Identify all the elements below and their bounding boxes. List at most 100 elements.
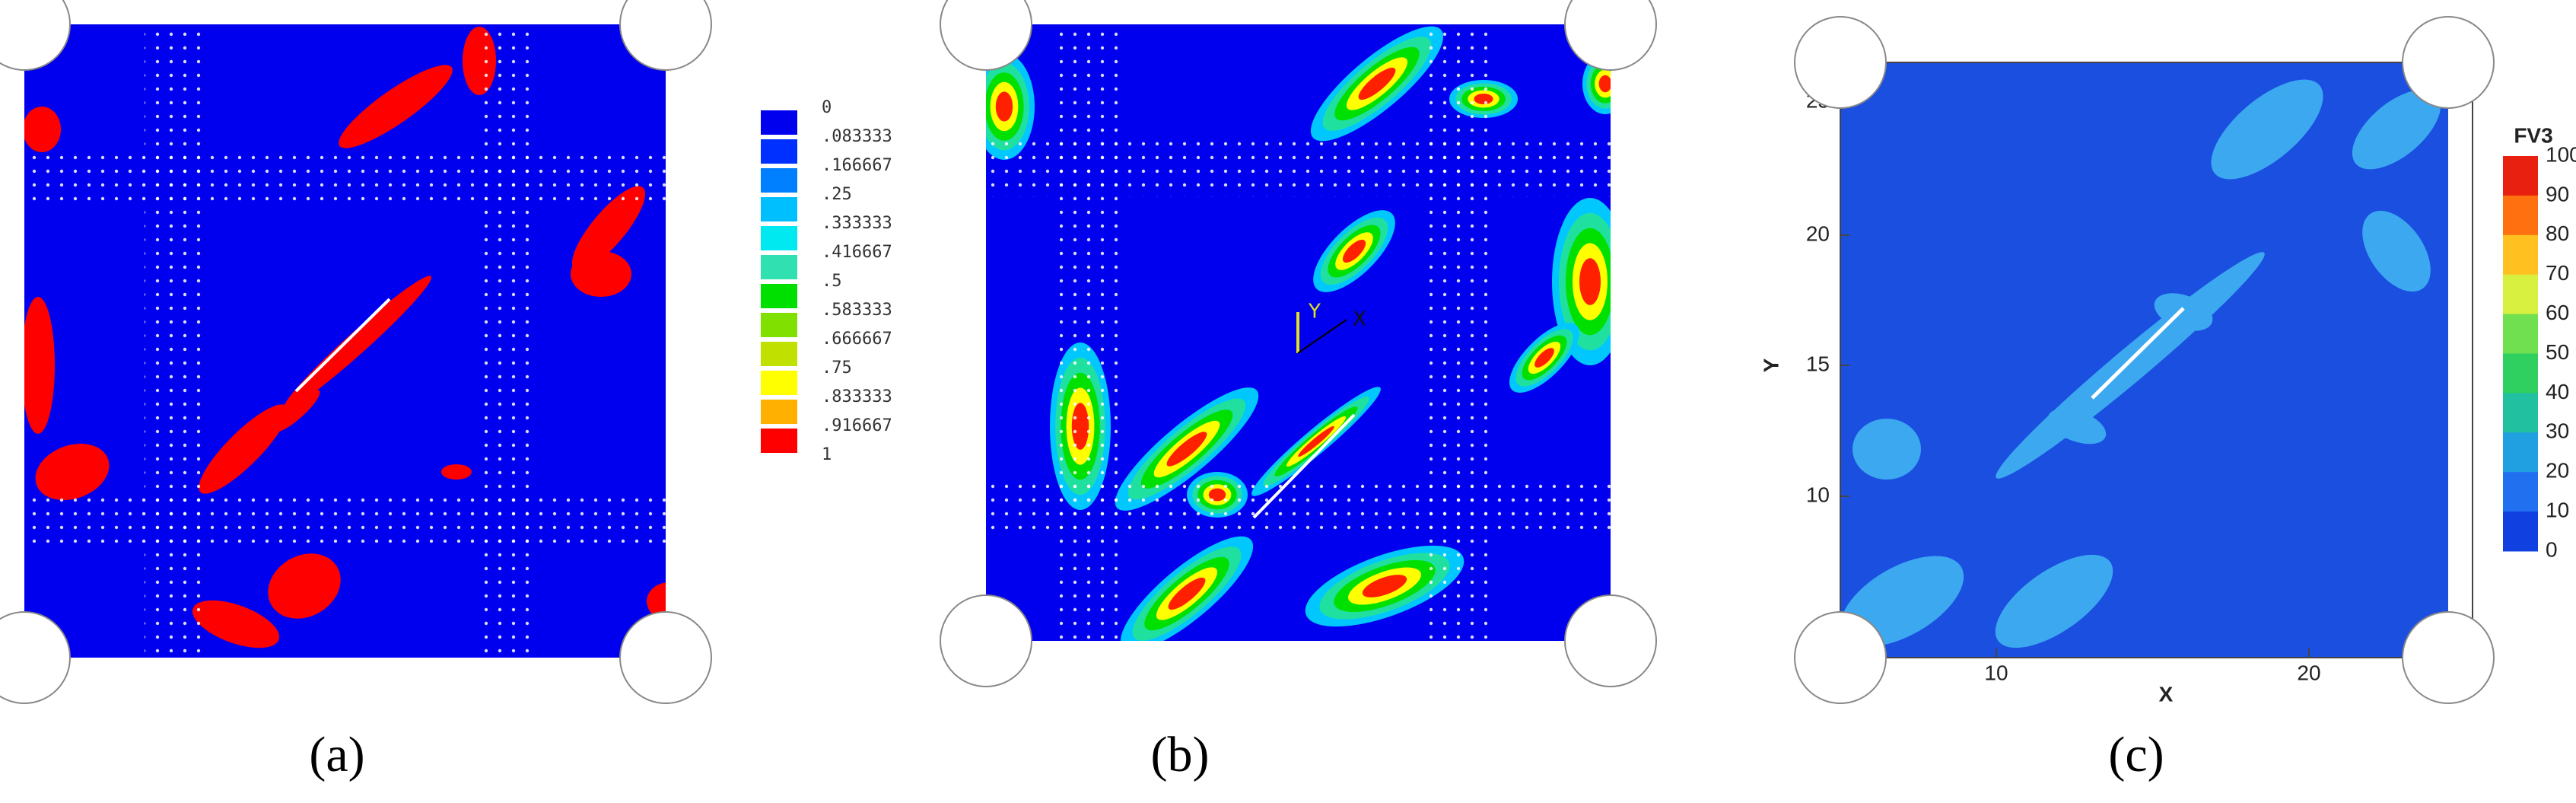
legend-label: .75 [822,358,852,378]
contour-region [1852,419,1921,480]
colorbar-segment [2503,472,2538,512]
crack [2091,307,2185,400]
panel-c-frame [1840,62,2473,658]
legend-label: 0 [822,98,832,117]
legend-label: .333333 [822,214,892,233]
dot-strip [24,493,666,543]
colorbar-segment [2503,156,2538,196]
contour-region [1166,432,1207,467]
triad-label: Y [1308,301,1321,323]
y-axis-label: Y [1759,358,1783,372]
contour-region [35,443,110,501]
corner-cutout [940,0,1032,71]
panel-c-plot [1840,62,2448,658]
contour-region [1598,75,1611,93]
contour-region [1579,258,1601,305]
dot-strip [476,24,534,658]
contour-region [273,390,320,432]
colorbar-segment [2503,314,2538,354]
colorbar-label: 40 [2546,380,2569,403]
colorbar-label: 10 [2546,498,2569,521]
legend-swatch [761,284,797,308]
contour-region [571,186,646,271]
contour-region [995,91,1013,122]
panel-label: (a) [309,727,364,782]
legend-label: .416667 [822,243,892,262]
crack [1252,413,1356,519]
contour-region [2362,210,2431,292]
triad-label: X [1353,308,1366,331]
legend-swatch [761,429,797,453]
contour-region [1168,577,1206,610]
colorbar-segment [2503,432,2538,473]
x-tick-label: 10 [1984,661,2008,684]
panel-label: (c) [2108,727,2164,782]
colorbar-label: 30 [2546,419,2569,443]
legend-swatch [761,168,797,193]
dot-strip [1060,24,1118,641]
legend-swatch [761,139,797,164]
colorbar-segment [2503,353,2538,394]
dot-strip [1430,24,1487,641]
legend-swatch [761,313,797,337]
contour-region [268,553,341,619]
dot-strip [24,148,666,206]
panel-label: (b) [1151,727,1210,782]
contour-region [647,582,666,620]
panel-b-plot [986,24,1611,641]
colorbar-label: 0 [2546,537,2558,561]
dot-strip [986,476,1611,534]
triad-axis [1297,319,1347,354]
colorbar-segment [2503,195,2538,236]
contour-region [571,251,631,297]
dot-strip [986,140,1611,197]
corner-cutout [619,0,712,71]
legend-swatch [761,371,797,395]
colorbar-label: 20 [2546,459,2569,483]
contour-region [1298,425,1334,457]
dot-strip [145,24,205,658]
legend-label: .25 [822,185,852,204]
contour-region [1995,554,2113,648]
corner-cutout [619,611,712,704]
colorbar-segment [2503,393,2538,433]
corner-cutout [0,611,71,704]
legend-label: .5 [822,272,842,291]
corner-cutout [940,594,1032,687]
contour-region [199,404,288,494]
colorbar-segment [2503,274,2538,315]
corner-cutout [2402,16,2495,109]
crack [294,298,391,393]
legend-label: .833333 [822,387,892,406]
colorbar-title: FV3 [2514,123,2552,147]
contour-region [24,107,61,152]
y-tick-label: 10 [1806,483,1830,506]
corner-cutout [1794,611,1887,704]
corner-cutout [1564,594,1657,687]
colorbar-label: 70 [2546,261,2569,285]
colorbar-label: 100 [2546,142,2576,166]
contour-region [1358,67,1396,100]
contour-region [339,65,453,148]
y-tick-label: 15 [1806,352,1830,375]
colorbar-label: 60 [2546,301,2569,324]
corner-cutout [1564,0,1657,71]
contour-region [2047,408,2107,445]
colorbar-label: 80 [2546,221,2569,245]
legend-swatch [761,255,797,279]
y-tick-label: 20 [1806,221,1830,245]
legend-swatch [761,342,797,366]
legend-swatch [761,226,797,250]
legend-label: .666667 [822,330,892,349]
legend-label: .583333 [822,301,892,320]
colorbar-label: 90 [2546,182,2569,206]
contour-region [1362,575,1407,597]
legend-label: .083333 [822,127,892,146]
x-axis-label: X [2159,682,2174,706]
corner-cutout [1794,16,1887,109]
contour-region [441,464,472,480]
contour-region [1342,239,1366,263]
legend-swatch [761,197,797,221]
